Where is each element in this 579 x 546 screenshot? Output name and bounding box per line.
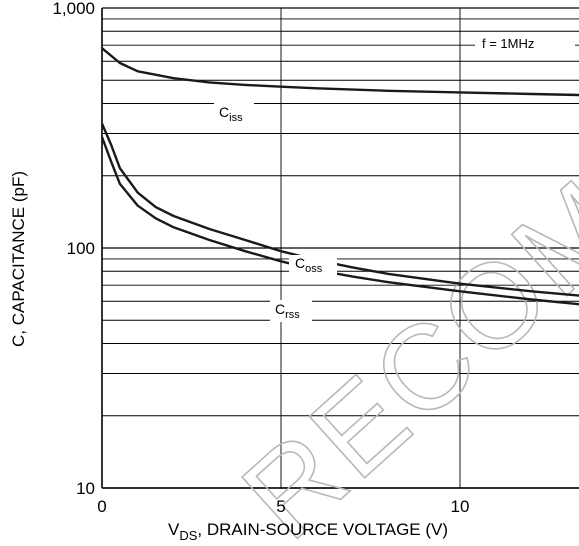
series-label-coss-background [289, 255, 337, 275]
series-label-crss: Crss [270, 300, 312, 322]
x-tick-label: 0 [97, 497, 106, 516]
tick-labels: 05101520101001,000 [52, 0, 470, 516]
x-axis-title-prefix: V [168, 520, 180, 539]
svg-text:Ciss: Ciss [219, 104, 243, 124]
svg-text:Coss: Coss [295, 255, 323, 275]
frequency-annotation: f = 1MHz [482, 36, 534, 51]
x-tick-label: 10 [451, 497, 470, 516]
watermark-text: RECOMMEND [218, 0, 579, 546]
series-label-coss: Coss [289, 255, 337, 275]
x-tick-label: 5 [276, 497, 285, 516]
svg-text:Crss: Crss [275, 301, 300, 321]
y-tick-label: 1,000 [52, 0, 95, 18]
y-tick-label: 10 [76, 479, 95, 498]
series-label-coss-sub: oss [305, 263, 323, 275]
y-tick-label: 100 [67, 239, 95, 258]
grid [101, 7, 579, 489]
series-label-ciss-sub: iss [229, 112, 243, 124]
watermark: RECOMMEND [217, 0, 579, 546]
x-axis-title-rest: , DRAIN-SOURCE VOLTAGE (V) [197, 520, 448, 539]
x-axis-title: VDS, DRAIN-SOURCE VOLTAGE (V) [168, 520, 448, 543]
annotation-background [475, 34, 575, 52]
series-label-ciss: Ciss [214, 103, 254, 124]
series-label-ciss-background [214, 103, 254, 123]
x-axis-title-sub: DS [179, 528, 197, 543]
series-label-coss-main: C [295, 255, 305, 271]
series-label-ciss-main: C [219, 104, 229, 120]
series-line-ciss [101, 47, 579, 97]
series-label-crss-sub: rss [285, 309, 300, 321]
series-label-crss-main: C [275, 301, 285, 317]
y-axis-title: C, CAPACITANCE (pF) [9, 171, 28, 347]
series-label-crss-background [270, 300, 312, 322]
